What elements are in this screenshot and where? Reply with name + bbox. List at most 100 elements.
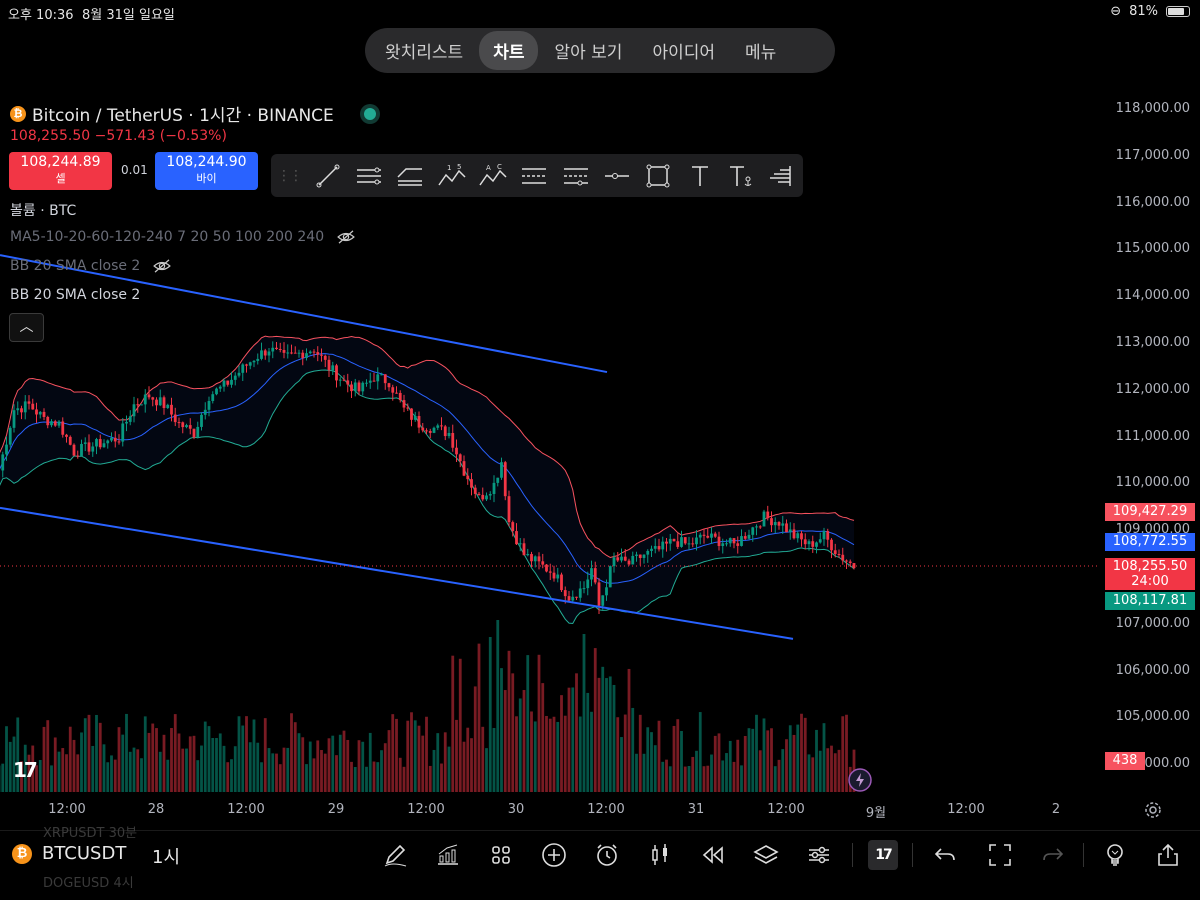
price-change: 108,255.50 −571.43 (−0.53%) (10, 128, 227, 144)
buy-button[interactable]: 108,244.90 바이 (155, 152, 258, 190)
templates-icon[interactable] (486, 840, 516, 870)
candle-body (166, 404, 170, 409)
candle-body (68, 436, 72, 445)
collapse-legend-button[interactable]: ︿ (9, 313, 44, 342)
candle-body (691, 543, 695, 545)
candle-body (683, 537, 687, 544)
tradingview-icon[interactable]: 17 (868, 840, 898, 870)
eye-hidden-icon[interactable] (336, 230, 356, 244)
replay-icon[interactable] (698, 840, 728, 870)
fullscreen-icon[interactable] (985, 840, 1015, 870)
candle-body (271, 347, 275, 352)
candle-body (226, 380, 230, 385)
pencil-icon[interactable] (380, 840, 410, 870)
indicators-icon[interactable] (433, 840, 463, 870)
symbol-selector[interactable]: ₿ BTCUSDT (12, 843, 126, 864)
volume-bar (35, 765, 38, 792)
volume-bar (766, 730, 770, 792)
volume-bar (522, 690, 526, 792)
volume-bar (413, 720, 417, 792)
candle-body (702, 534, 706, 536)
lightning-icon[interactable] (848, 768, 872, 792)
volume-bar (297, 733, 301, 792)
fib-extension-icon[interactable] (555, 154, 596, 197)
alert-icon[interactable] (592, 840, 622, 870)
price-tick-label: 118,000.00 (1115, 101, 1190, 116)
ghost-watchlist-row: DOGEUSD 4시 (43, 876, 134, 891)
price-axis[interactable]: 118,000.00 117,000.00 116,000.00 115,000.00… (1100, 90, 1200, 790)
volume-bar (61, 748, 65, 792)
redo-icon[interactable] (1038, 840, 1068, 870)
candle-body (218, 386, 222, 389)
candle-body (758, 526, 762, 528)
candle-body (612, 557, 616, 567)
candle-body (350, 384, 353, 392)
volume-bar (545, 715, 548, 792)
volume-bar (728, 740, 732, 792)
candle-body (713, 533, 717, 537)
candle-body (455, 447, 458, 455)
volume-bar (162, 734, 166, 792)
candle-type-icon[interactable] (645, 840, 675, 870)
volume-bar (815, 729, 818, 792)
candle-body (402, 400, 406, 408)
candle-body (608, 566, 612, 588)
trend-line-icon[interactable] (307, 154, 348, 197)
candle-body (387, 383, 391, 388)
volume-bar (683, 766, 687, 792)
price-chart[interactable] (0, 90, 1200, 830)
last-price-label: 108,255.50 24:00 (1105, 558, 1195, 590)
volume-bar (1, 763, 5, 792)
add-icon[interactable] (539, 840, 569, 870)
channel-icon[interactable] (390, 154, 431, 197)
candle-body (91, 446, 95, 452)
candle-body (567, 596, 571, 601)
drag-handle-icon[interactable]: ⋮⋮ (277, 167, 303, 184)
indicator-ma[interactable]: MA5-10-20-60-120-240 7 20 50 100 200 240 (10, 229, 356, 245)
price-tick-label: 106,000.00 (1115, 662, 1190, 678)
interval-selector[interactable]: 1시 (152, 847, 181, 868)
settings-gear-icon[interactable] (1143, 800, 1163, 820)
bulb-icon[interactable] (1100, 840, 1130, 870)
rectangle-icon[interactable] (638, 154, 679, 197)
candle-body (192, 428, 196, 438)
anchored-text-icon[interactable] (720, 154, 761, 197)
volume-bar (357, 740, 361, 792)
layers-icon[interactable] (751, 840, 781, 870)
symbol-header[interactable]: ₿ Bitcoin / TetherUS · 1시간 · BINANCE (10, 101, 376, 126)
tab-explore[interactable]: 알아 보기 (554, 43, 623, 63)
horizontal-ray-icon[interactable] (596, 154, 637, 197)
candle-body (451, 432, 455, 448)
fib-retracement-icon[interactable] (514, 154, 555, 197)
volume-bar (552, 716, 556, 792)
tab-menu[interactable]: 메뉴 (745, 43, 777, 63)
indicator-volume[interactable]: 볼륨 · BTC (10, 200, 76, 220)
tab-ideas[interactable]: 아이디어 (652, 43, 716, 63)
candle-body (5, 444, 8, 455)
candle-body (777, 522, 781, 526)
volume-profile-icon[interactable] (762, 154, 803, 197)
share-icon[interactable] (1153, 840, 1183, 870)
tab-watchlist[interactable]: 왓치리스트 (385, 43, 464, 63)
indicator-bb[interactable]: BB 20 SMA close 2 (10, 287, 140, 303)
eye-hidden-icon[interactable] (152, 259, 172, 273)
sell-button[interactable]: 108,244.89 셀 (9, 152, 112, 190)
candle-body (623, 556, 627, 561)
candle-body (815, 542, 818, 547)
text-icon[interactable] (679, 154, 720, 197)
candle-body (260, 350, 263, 359)
candle-body (346, 380, 350, 385)
undo-icon[interactable] (930, 840, 960, 870)
tab-chart[interactable]: 차트 (479, 31, 539, 70)
volume-bar (387, 730, 391, 792)
candle-body (368, 380, 372, 383)
indicator-bb-hidden[interactable]: BB 20 SMA close 2 (10, 258, 172, 274)
horizontal-lines-icon[interactable] (348, 154, 389, 197)
candle-body (833, 550, 837, 555)
candle-body (537, 556, 541, 562)
volume-bar (500, 668, 503, 792)
volume-bar (376, 762, 380, 792)
settings-icon[interactable] (804, 840, 834, 870)
